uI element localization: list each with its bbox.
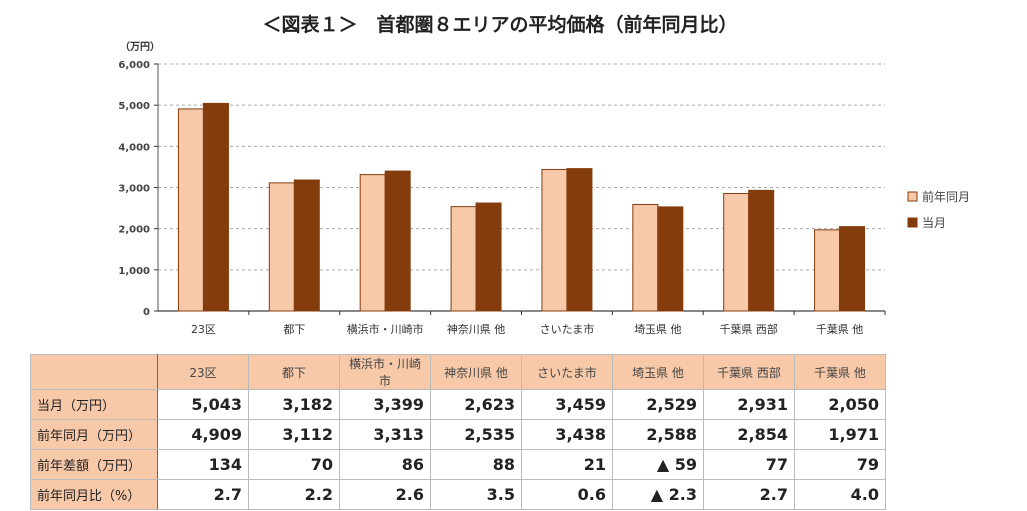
x-tick-label: さいたま市 <box>540 322 595 336</box>
table-cell: 2,535 <box>430 419 522 450</box>
column-header: 埼玉県 他 <box>612 354 704 390</box>
table-cell: 3.5 <box>430 479 522 510</box>
x-tick-label: 埼玉県 他 <box>634 322 682 336</box>
table-cell: 70 <box>248 449 340 480</box>
bar-prev-year <box>268 182 295 312</box>
bar-current <box>384 170 411 312</box>
x-tick-label: 千葉県 他 <box>816 322 864 336</box>
y-tick-label: 2,000 <box>118 225 150 236</box>
table-header-row: 23区 都下 横浜市・川崎市 神奈川県 他さいたま市 埼玉県 他千葉県 西部 千葉県 他 <box>30 354 886 390</box>
legend-swatch <box>907 191 918 202</box>
x-tick-label: 都下 <box>283 323 305 336</box>
y-axis-unit: （万円） <box>120 40 160 53</box>
y-tick-label: 3,000 <box>118 184 150 195</box>
table-cell: 79 <box>794 449 886 480</box>
bar-prev-year <box>632 203 659 312</box>
legend-label: 当月 <box>922 216 946 230</box>
table-cell: 21 <box>521 449 613 480</box>
y-tick-label: 5,000 <box>118 101 150 112</box>
row-header: 当月（万円） <box>30 389 158 420</box>
y-tick-label: 4,000 <box>118 142 150 153</box>
x-tick-label: 千葉県 西部 <box>719 322 778 336</box>
bar-prev-year <box>814 229 841 312</box>
table-cell: 134 <box>157 449 249 480</box>
table-cell: 5,043 <box>157 389 249 420</box>
row-header: 前年差額（万円） <box>30 449 158 480</box>
table-cell: 1,971 <box>794 419 886 450</box>
table-cell: 2,854 <box>703 419 795 450</box>
table-cell: 3,438 <box>521 419 613 450</box>
bar-prev-year <box>541 168 568 312</box>
data-table: 23区 都下 横浜市・川崎市 神奈川県 他さいたま市 埼玉県 他千葉県 西部 千葉県 他当… <box>30 354 886 510</box>
bar-current <box>293 179 320 312</box>
bar-current <box>202 102 229 312</box>
table-cell: 88 <box>430 449 522 480</box>
x-tick-label: 神奈川県 他 <box>447 322 506 336</box>
table-cell: 4,909 <box>157 419 249 450</box>
bar-prev-year <box>723 193 750 312</box>
table-corner-cell <box>30 354 158 390</box>
table-cell: 2,529 <box>612 389 704 420</box>
table-row: 前年同月（万円） 4,909 3,112 3,313 2,535 3,438 2,588 2,… <box>30 419 886 450</box>
bar-current <box>475 202 502 312</box>
table-cell: 0.6 <box>521 479 613 510</box>
bar-current <box>748 189 775 312</box>
bar-prev-year <box>450 206 477 312</box>
chart-title: ＜図表１＞ 首都圏８エリアの平均価格（前年同月比） <box>262 14 738 36</box>
table-row: 前年差額（万円） 134 70 86 88 21 ▲ 59 77 79 <box>30 449 886 480</box>
column-header: 横浜市・川崎市 <box>339 354 431 390</box>
bar-current <box>839 226 866 312</box>
table-cell: 77 <box>703 449 795 480</box>
y-tick-label: 1,000 <box>118 266 150 277</box>
bar-prev-year <box>177 108 204 312</box>
table-cell: 3,182 <box>248 389 340 420</box>
table-cell: 2.6 <box>339 479 431 510</box>
table-cell: 86 <box>339 449 431 480</box>
table-cell: 3,313 <box>339 419 431 450</box>
table-cell: 2,588 <box>612 419 704 450</box>
legend-swatch <box>907 217 918 228</box>
bar-prev-year <box>359 174 386 312</box>
table-cell: 4.0 <box>794 479 886 510</box>
column-header: 千葉県 他 <box>794 354 886 390</box>
table-cell: 2,931 <box>703 389 795 420</box>
bar-current <box>657 206 684 312</box>
row-header: 前年同月（万円） <box>30 419 158 450</box>
column-header: 23区 <box>157 354 249 390</box>
table-row: 前年同月比（%） 2.7 2.2 2.6 3.5 0.6 ▲ 2.3 2.7 4.0 <box>30 479 886 510</box>
bar-current <box>566 168 593 312</box>
table-cell: 2,623 <box>430 389 522 420</box>
table-cell: 2.7 <box>703 479 795 510</box>
table-cell: 2.7 <box>157 479 249 510</box>
legend-label: 前年同月 <box>922 189 970 204</box>
column-header: 神奈川県 他 <box>430 354 522 390</box>
table-cell: 3,112 <box>248 419 340 450</box>
table-cell: 2.2 <box>248 479 340 510</box>
column-header: 千葉県 西部 <box>703 354 795 390</box>
table-cell: 2,050 <box>794 389 886 420</box>
column-header: さいたま市 <box>521 354 613 390</box>
x-tick-label: 23区 <box>191 323 216 336</box>
x-tick-label: 横浜市・川崎市 <box>347 322 424 336</box>
bar-chart: （万円） 0 1,000 2,000 3,000 4,000 5,000 6,000 23区 都下… <box>118 40 970 336</box>
table-cell: 3,459 <box>521 389 613 420</box>
column-header: 都下 <box>248 354 340 390</box>
y-tick-label: 0 <box>143 307 150 318</box>
table-cell: 3,399 <box>339 389 431 420</box>
table-cell: ▲ 2.3 <box>612 479 704 510</box>
y-tick-label: 6,000 <box>118 60 150 71</box>
table-row: 当月（万円） 5,043 3,182 3,399 2,623 3,459 2,529 2,93… <box>30 389 886 420</box>
table-cell: ▲ 59 <box>612 449 704 480</box>
row-header: 前年同月比（%） <box>30 479 158 510</box>
